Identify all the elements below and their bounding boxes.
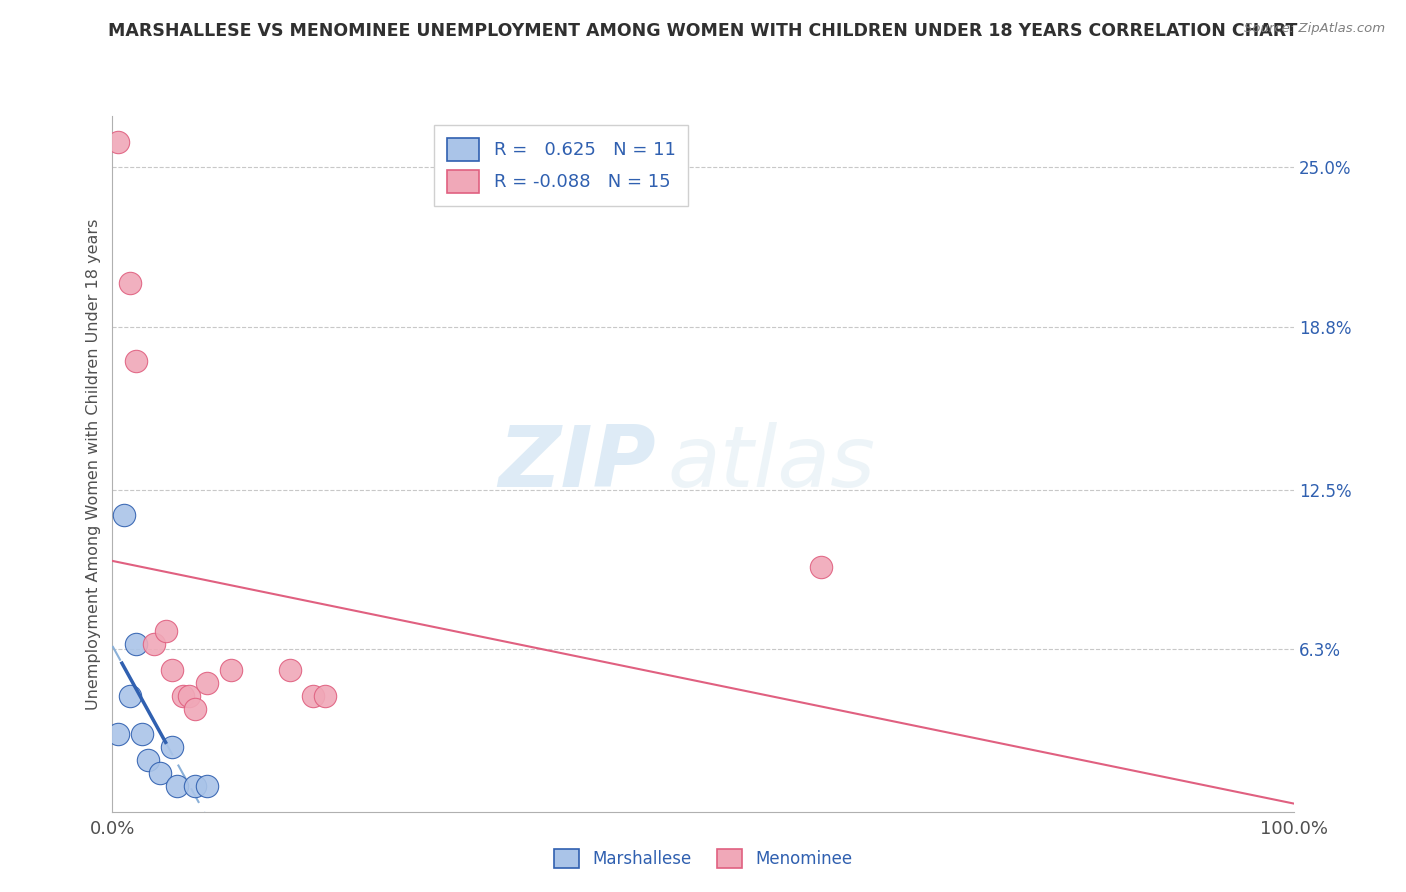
Point [166, 779, 188, 793]
Point [149, 766, 172, 780]
Point [125, 353, 148, 368]
Point [172, 689, 194, 703]
Point [184, 779, 207, 793]
Point [302, 689, 325, 703]
Point [120, 277, 142, 291]
Point [184, 701, 207, 715]
Point [131, 727, 153, 741]
Text: Source: ZipAtlas.com: Source: ZipAtlas.com [1244, 22, 1385, 36]
Point [125, 637, 148, 651]
Point [195, 779, 218, 793]
Point [314, 689, 336, 703]
Point [160, 740, 183, 755]
Text: atlas: atlas [668, 422, 876, 506]
Point [112, 508, 135, 523]
Point [278, 663, 301, 677]
Point [120, 689, 142, 703]
Text: ZIP: ZIP [498, 422, 655, 506]
Legend: Marshallese, Menominee: Marshallese, Menominee [547, 842, 859, 875]
Text: MARSHALLESE VS MENOMINEE UNEMPLOYMENT AMONG WOMEN WITH CHILDREN UNDER 18 YEARS C: MARSHALLESE VS MENOMINEE UNEMPLOYMENT AM… [108, 22, 1298, 40]
Legend: R =   0.625   N = 11, R = -0.088   N = 15: R = 0.625 N = 11, R = -0.088 N = 15 [434, 125, 689, 206]
Point [107, 135, 129, 149]
Point [136, 753, 159, 767]
Point [142, 637, 165, 651]
Point [810, 560, 832, 574]
Point [107, 727, 129, 741]
Point [219, 663, 242, 677]
Point [160, 663, 183, 677]
Y-axis label: Unemployment Among Women with Children Under 18 years: Unemployment Among Women with Children U… [86, 219, 101, 709]
Point [195, 676, 218, 690]
Point [179, 689, 201, 703]
Point [155, 624, 177, 639]
